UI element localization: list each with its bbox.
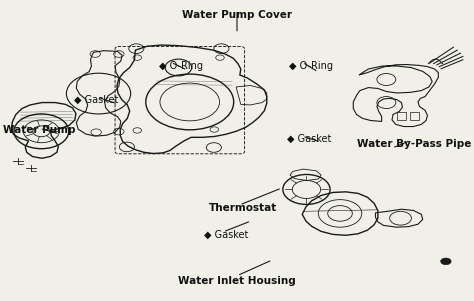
Text: Water Pump Cover: Water Pump Cover [182,10,292,20]
Text: ◆ Gasket: ◆ Gasket [204,230,248,240]
Text: ◆ O-Ring: ◆ O-Ring [289,61,333,71]
Bar [410,112,419,120]
Text: Water By-Pass Pipe: Water By-Pass Pipe [356,138,471,148]
Bar [397,112,406,120]
Text: Water Inlet Housing: Water Inlet Housing [178,276,296,286]
Text: ◆ Gasket: ◆ Gasket [74,95,118,105]
Text: ◆ Gasket: ◆ Gasket [287,134,331,144]
Text: ◆ O-Ring: ◆ O-Ring [159,61,203,71]
Text: Water Pump: Water Pump [3,125,75,135]
Circle shape [441,258,451,265]
Text: Thermostat: Thermostat [209,203,277,213]
